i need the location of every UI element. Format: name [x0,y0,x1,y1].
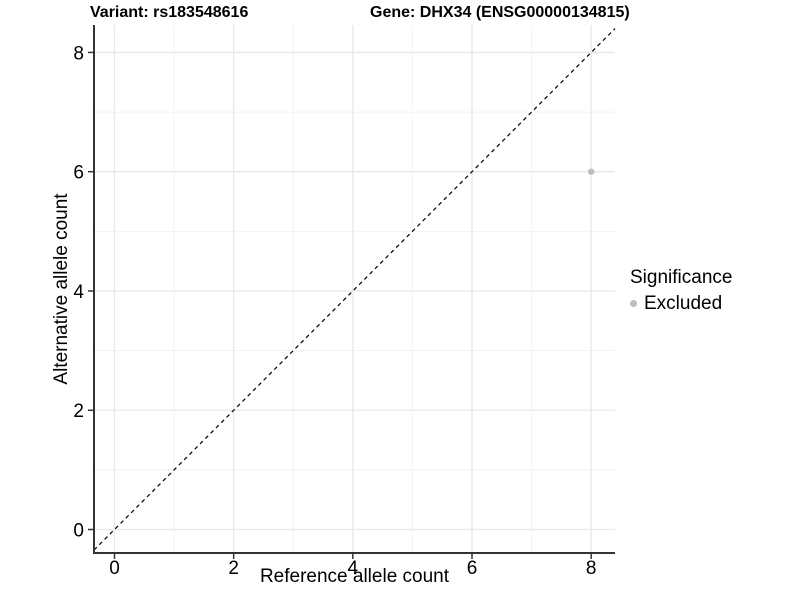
y-tick-label: 0 [73,521,84,542]
x-tick-label: 4 [348,558,359,579]
legend-item-excluded: Excluded [630,293,732,315]
plot-title-gene: Gene: DHX34 (ENSG00000134815) [370,4,630,21]
x-tick-label: 2 [228,558,239,579]
identity-dashed-line [93,28,616,551]
x-axis-title: Reference allele count [259,566,450,587]
y-tick-label: 6 [73,163,84,184]
x-tick-label: 8 [586,558,597,579]
x-tick-label: 0 [109,558,120,579]
legend-item-label: Excluded [644,292,723,314]
plot-title-variant: Variant: rs183548616 [90,4,249,21]
data-point [587,168,595,175]
legend-key-dot-icon [630,300,637,308]
legend-title: Significance [630,267,733,288]
y-tick-label: 8 [73,43,84,64]
legend: Significance Excluded [630,267,732,315]
y-tick-label: 4 [73,282,84,303]
x-tick-label: 6 [467,558,478,579]
y-tick-label: 2 [73,401,84,422]
y-axis-title: Alternative allele count [51,193,72,385]
